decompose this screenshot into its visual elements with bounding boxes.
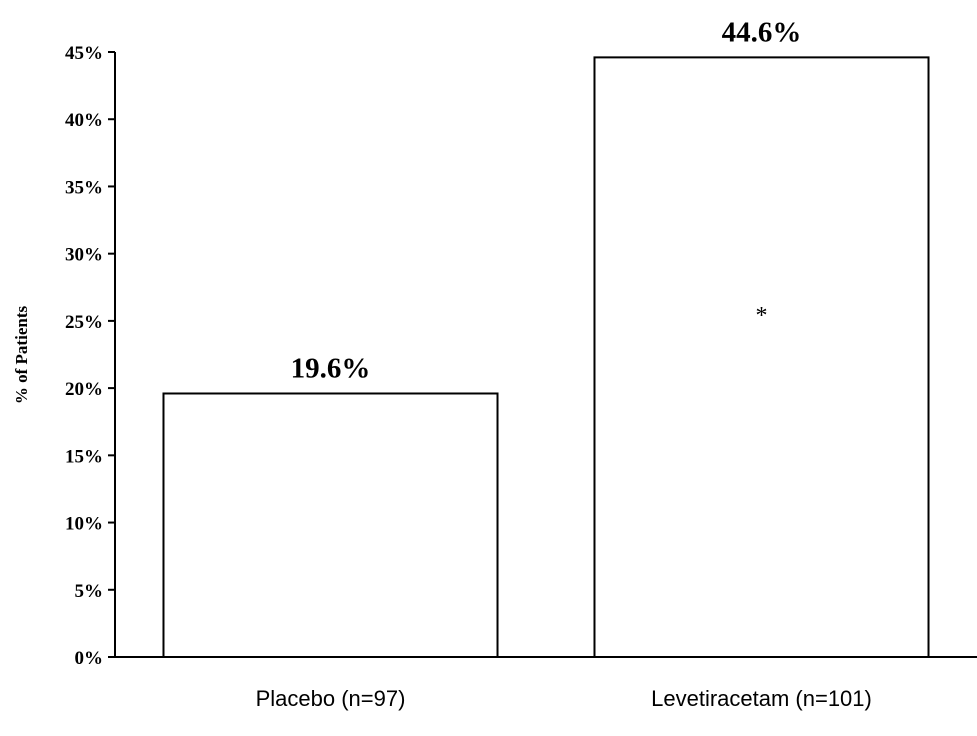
y-tick-label: 40% bbox=[65, 110, 103, 131]
y-tick-label: 30% bbox=[65, 245, 103, 266]
x-category-label: Placebo (n=97) bbox=[256, 686, 406, 711]
y-axis-label: % of Patients bbox=[12, 306, 31, 405]
y-tick-label: 35% bbox=[65, 177, 103, 198]
bar bbox=[162, 392, 499, 658]
y-tick-label: 20% bbox=[65, 379, 103, 400]
bar-value-label: 44.6% bbox=[722, 16, 802, 48]
bars bbox=[162, 56, 930, 658]
bar-value-label: 19.6% bbox=[291, 352, 371, 384]
y-tick-label: 0% bbox=[75, 648, 104, 669]
y-tick-label: 15% bbox=[65, 446, 103, 467]
y-tick-label: 10% bbox=[65, 514, 103, 535]
significance-marker: * bbox=[756, 303, 768, 329]
data-labels: 19.6% Placebo (n=97) 44.6% Levetiracetam (n… bbox=[256, 16, 872, 711]
y-tick-label: 25% bbox=[65, 312, 103, 333]
y-tick-label: 5% bbox=[75, 581, 104, 602]
y-tick-label: 45% bbox=[65, 43, 103, 64]
y-axis-ticks: 0% 5% 10% 15% 20% 25% 30% 35% 40% 45% bbox=[65, 43, 115, 669]
x-category-label: Levetiracetam (n=101) bbox=[651, 686, 872, 711]
bar bbox=[593, 56, 930, 658]
